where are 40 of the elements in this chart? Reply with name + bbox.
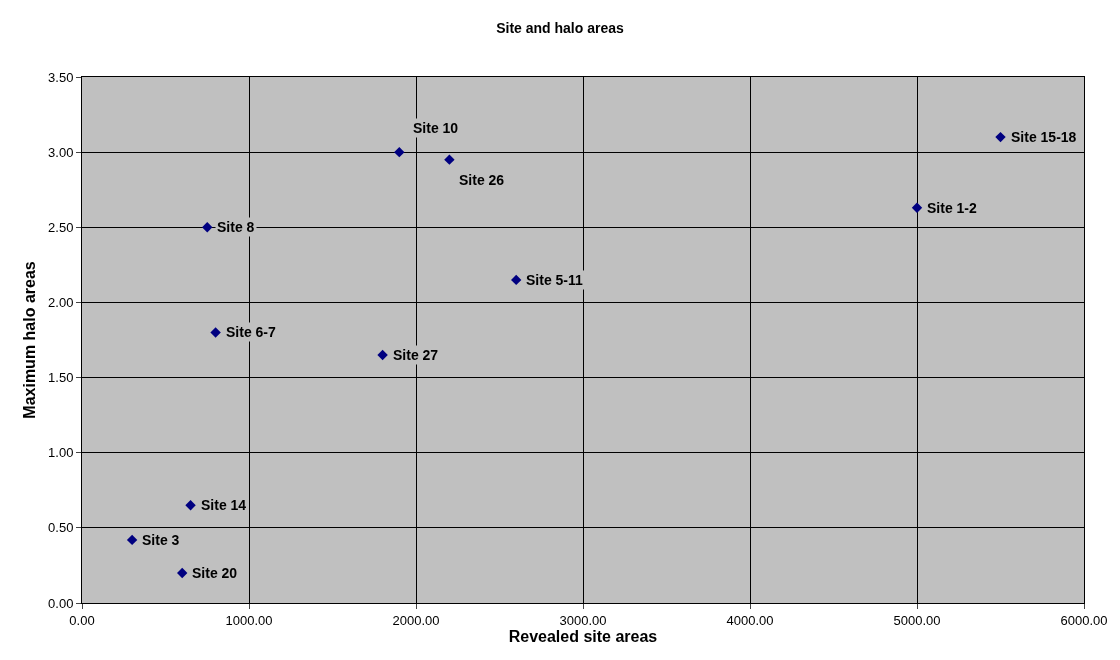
annotation: Site 1-2 bbox=[927, 200, 978, 216]
point bbox=[394, 146, 405, 158]
y-tick-label: 2.50 bbox=[48, 219, 74, 235]
annotation: Site 6-7 bbox=[226, 324, 277, 340]
y-tick-label: 3.00 bbox=[48, 144, 74, 160]
x-tick-label: 0.00 bbox=[69, 612, 95, 628]
x-tick-label: 6000.00 bbox=[1060, 612, 1108, 628]
x-tick-label: 5000.00 bbox=[893, 612, 941, 628]
annotation: Site 5-11 bbox=[526, 272, 584, 288]
point bbox=[511, 274, 522, 286]
point bbox=[210, 327, 221, 338]
x-tick-label: 3000.00 bbox=[559, 612, 607, 628]
y-tick-label: 3.50 bbox=[48, 69, 74, 85]
y-tick-label: 0.00 bbox=[48, 595, 74, 611]
x-tick-label: 4000.00 bbox=[726, 612, 774, 628]
y-tick-label: 0.50 bbox=[48, 520, 74, 536]
annotation: Site 3 bbox=[142, 532, 180, 548]
point bbox=[126, 534, 138, 546]
x-axis-title: Revealed site areas bbox=[508, 628, 658, 646]
point bbox=[202, 222, 213, 233]
annotation: Site 26 bbox=[459, 172, 505, 188]
annotation: Site 8 bbox=[217, 219, 255, 235]
chart-title: Site and halo areas bbox=[496, 19, 625, 36]
annotation: Site 10 bbox=[413, 120, 459, 136]
annotation: Site 14 bbox=[201, 497, 247, 513]
point bbox=[444, 154, 455, 165]
y-tick-label: 1.50 bbox=[48, 370, 74, 386]
point bbox=[995, 131, 1006, 143]
point bbox=[185, 500, 196, 511]
annotation: Site 20 bbox=[192, 565, 238, 581]
x-tick-label: 1000.00 bbox=[225, 612, 273, 628]
annotation: Site 27 bbox=[393, 347, 439, 363]
point bbox=[177, 567, 188, 579]
x-tick-label: 2000.00 bbox=[392, 612, 440, 628]
annotation: Site 15-18 bbox=[1011, 129, 1077, 145]
y-tick-label: 1.00 bbox=[48, 445, 74, 461]
point bbox=[377, 349, 388, 361]
y-tick-label: 2.00 bbox=[48, 294, 74, 310]
y-axis-title: Maximum halo areas bbox=[20, 261, 38, 419]
point bbox=[911, 202, 923, 213]
